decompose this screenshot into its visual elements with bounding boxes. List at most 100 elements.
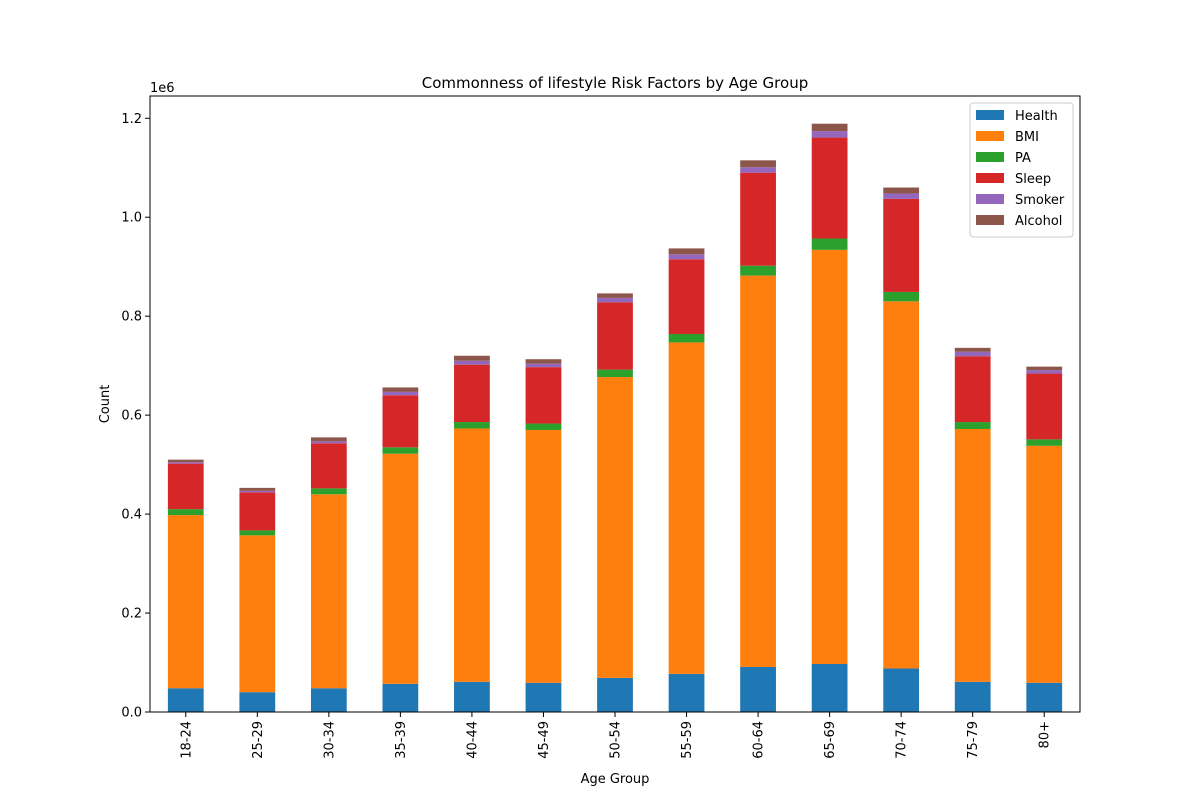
legend: Health BMI PA Sleep Smoker Alcohol: [969, 102, 1074, 238]
x-axis-ticks: 18-24 25-29 30-34 35-39 40-44 45-49 50-54 55-59…: [179, 712, 1053, 759]
bar-health-70-74: [883, 668, 920, 712]
bar-pa-80+: [1026, 439, 1063, 446]
y-tick-label: 0.4: [121, 508, 142, 523]
x-axis-title: Age Group: [581, 772, 650, 787]
bar-pa-55-59: [668, 333, 705, 343]
bar-health-40-44: [454, 681, 490, 712]
bar-alcohol-65-69: [811, 123, 848, 132]
bar-pa-75-79: [954, 422, 991, 429]
bar-bmi-35-39: [382, 453, 419, 684]
x-tick-label: 45-49: [537, 721, 552, 759]
bar-smoker-60-64: [740, 167, 776, 173]
bar-pa-45-49: [525, 423, 562, 430]
bar-health-25-29: [239, 692, 276, 712]
bar-health-45-49: [525, 682, 562, 712]
bar-health-18-24: [167, 688, 204, 712]
bar-health-30-34: [310, 688, 347, 712]
bar-pa-60-64: [740, 265, 776, 276]
legend-label-bmi: BMI: [1015, 130, 1039, 145]
x-tick-label: 55-59: [680, 721, 695, 759]
bar-health-80+: [1026, 682, 1063, 712]
bar-bmi-75-79: [954, 428, 991, 682]
x-tick-label: 25-29: [251, 721, 266, 759]
bar-alcohol-80+: [1026, 366, 1063, 371]
bar-bmi-65-69: [811, 249, 848, 665]
bar-pa-50-54: [597, 369, 633, 378]
bar-bmi-45-49: [525, 429, 562, 683]
legend-label-pa: PA: [1015, 151, 1031, 166]
y-axis-title: Count: [98, 385, 113, 424]
bar-health-65-69: [811, 664, 848, 712]
plot-frame: [149, 95, 1081, 713]
bar-health-50-54: [597, 677, 633, 712]
bar-bmi-60-64: [740, 275, 776, 667]
bar-bmi-25-29: [239, 535, 276, 693]
x-tick-label: 18-24: [179, 721, 194, 759]
x-tick-label: 70-74: [895, 721, 910, 759]
bar-sleep-50-54: [597, 302, 633, 370]
bar-alcohol-30-34: [310, 437, 347, 442]
bar-sleep-55-59: [668, 259, 705, 334]
legend-swatch-sleep: [976, 173, 1004, 183]
y-tick-label: 1.2: [121, 112, 142, 127]
legend-swatch-pa: [976, 152, 1004, 162]
bar-pa-35-39: [382, 447, 419, 454]
bar-bmi-40-44: [454, 428, 490, 682]
bar-alcohol-60-64: [740, 160, 776, 168]
legend-swatch-alcohol: [976, 215, 1004, 225]
bar-smoker-50-54: [597, 297, 633, 303]
bar-pa-70-74: [883, 291, 920, 302]
bar-pa-40-44: [454, 422, 490, 429]
legend-swatch-health: [976, 110, 1004, 120]
bar-sleep-75-79: [954, 356, 991, 423]
bar-sleep-60-64: [740, 172, 776, 266]
x-tick-label: 60-64: [752, 721, 767, 759]
bar-sleep-70-74: [883, 198, 920, 292]
bar-bmi-55-59: [668, 342, 705, 674]
legend-swatch-smoker: [976, 194, 1004, 204]
bar-bmi-30-34: [310, 494, 347, 689]
x-tick-label: 35-39: [394, 721, 409, 759]
legend-swatch-bmi: [976, 131, 1004, 141]
bar-sleep-65-69: [811, 137, 848, 239]
bar-smoker-75-79: [954, 351, 991, 357]
legend-label-smoker: Smoker: [1015, 193, 1065, 208]
bar-smoker-25-29: [239, 490, 276, 493]
y-tick-label: 0.8: [121, 310, 142, 325]
bar-alcohol-55-59: [668, 248, 705, 255]
y-scale-label: 1e6: [150, 81, 175, 96]
bar-bmi-70-74: [883, 301, 920, 669]
chart-title: Commonness of lifestyle Risk Factors by …: [422, 74, 808, 92]
bar-smoker-70-74: [883, 193, 920, 199]
bar-bmi-80+: [1026, 445, 1063, 683]
bar-sleep-80+: [1026, 373, 1063, 440]
y-tick-label: 1.0: [121, 211, 142, 226]
bar-alcohol-40-44: [454, 355, 490, 361]
bar-alcohol-70-74: [883, 187, 920, 194]
y-tick-label: 0.2: [121, 607, 142, 622]
x-tick-label: 75-79: [966, 721, 981, 759]
y-tick-label: 0.0: [121, 706, 142, 721]
bar-smoker-40-44: [454, 360, 490, 365]
bar-sleep-45-49: [525, 367, 562, 424]
bar-alcohol-18-24: [167, 459, 204, 463]
bars-layer: [167, 123, 1063, 712]
x-tick-label: 50-54: [609, 721, 624, 759]
bar-sleep-18-24: [167, 463, 204, 510]
bar-sleep-35-39: [382, 395, 419, 448]
bar-smoker-30-34: [310, 441, 347, 444]
bar-sleep-40-44: [454, 364, 490, 423]
bar-alcohol-50-54: [597, 293, 633, 298]
x-tick-label: 40-44: [465, 721, 480, 759]
bar-pa-18-24: [167, 509, 204, 516]
bar-alcohol-75-79: [954, 347, 991, 352]
bar-bmi-18-24: [167, 515, 204, 689]
bar-health-55-59: [668, 673, 705, 712]
bar-smoker-35-39: [382, 391, 419, 396]
bar-alcohol-35-39: [382, 387, 419, 392]
bar-health-60-64: [740, 666, 776, 712]
bar-alcohol-45-49: [525, 359, 562, 364]
bar-smoker-45-49: [525, 363, 562, 368]
bar-health-75-79: [954, 681, 991, 712]
